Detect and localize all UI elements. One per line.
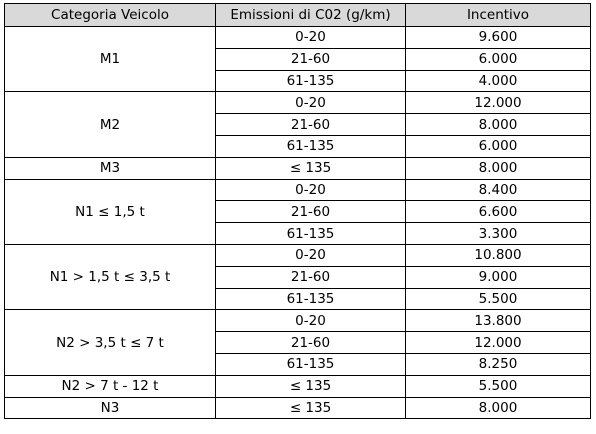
incentive-cell: 13.800 xyxy=(405,309,591,333)
incentive-cell: 12.000 xyxy=(405,331,591,354)
table-row: 61-135 4.000 xyxy=(5,69,591,93)
incentive-cell: 3.300 xyxy=(405,222,591,245)
category-cell: N1 ≤ 1,5 t xyxy=(4,178,216,245)
emissions-cell: 0-20 xyxy=(215,309,406,333)
incentive-cell: 6.000 xyxy=(405,47,591,71)
emissions-cell: ≤ 135 xyxy=(215,374,406,398)
category-cell: N1 > 1,5 t ≤ 3,5 t xyxy=(4,243,216,311)
emissions-cell: 21-60 xyxy=(215,113,406,136)
category-cell: N2 > 7 t - 12 t xyxy=(4,374,216,398)
table-row: N3 ≤ 135 8.000 xyxy=(4,396,591,420)
table-row: 61-135 8.250 xyxy=(5,352,591,376)
incentive-cell: 6.000 xyxy=(405,134,591,158)
table-row: N1 > 1,5 t ≤ 3,5 t 0-20 10.800 xyxy=(4,243,591,311)
header-incentive: Incentivo xyxy=(405,3,591,27)
incentive-cell: 8.400 xyxy=(405,178,591,202)
category-cell: N3 xyxy=(4,396,216,420)
incentive-cell: 8.250 xyxy=(405,352,591,376)
incentive-cell: 8.000 xyxy=(405,156,591,180)
emissions-cell: ≤ 135 xyxy=(215,156,406,180)
incentive-cell: 9.600 xyxy=(405,26,591,49)
incentives-table: Categoria Veicolo Emissioni di C02 (g/km… xyxy=(4,3,591,420)
emissions-cell: 0-20 xyxy=(215,178,406,202)
incentive-cell: 6.600 xyxy=(405,200,591,224)
incentive-cell: 4.000 xyxy=(405,69,591,93)
table-row: 21-60 6.000 xyxy=(5,47,591,71)
table-row: 21-60 6.600 xyxy=(5,200,591,224)
category-cell: N2 > 3,5 t ≤ 7 t xyxy=(4,309,216,376)
emissions-cell: 0-20 xyxy=(215,91,406,115)
emissions-cell: 0-20 xyxy=(215,243,406,267)
table-row: M2 0-20 12.000 xyxy=(4,91,591,158)
emissions-cell: 61-135 xyxy=(215,287,406,311)
table-row: 21-60 8.000 xyxy=(5,113,591,136)
emissions-cell: 21-60 xyxy=(215,331,406,354)
table-row: 21-60 12.000 xyxy=(5,331,591,354)
emissions-cell: 61-135 xyxy=(215,222,406,245)
emissions-cell: 21-60 xyxy=(215,200,406,224)
incentive-cell: 8.000 xyxy=(405,396,591,420)
incentive-cell: 9.000 xyxy=(405,265,591,289)
table-row: 61-135 5.500 xyxy=(5,287,591,311)
emissions-cell: 61-135 xyxy=(215,134,406,158)
emissions-cell: 21-60 xyxy=(215,47,406,71)
category-cell: M3 xyxy=(4,156,216,180)
table-row: 21-60 9.000 xyxy=(5,265,591,289)
header-row: Categoria Veicolo Emissioni di C02 (g/km… xyxy=(4,3,591,27)
emissions-cell: 61-135 xyxy=(215,69,406,93)
table-row: N2 > 3,5 t ≤ 7 t 0-20 13.800 xyxy=(4,309,591,376)
incentive-cell: 12.000 xyxy=(405,91,591,115)
category-cell: M2 xyxy=(4,91,216,158)
incentive-cell: 5.500 xyxy=(405,287,591,311)
table-row: M1 0-20 9.600 xyxy=(4,25,591,93)
header-emissions: Emissioni di C02 (g/km) xyxy=(215,3,406,27)
emissions-cell: 21-60 xyxy=(215,265,406,289)
incentive-cell: 5.500 xyxy=(405,374,591,398)
table-row: M3 ≤ 135 8.000 xyxy=(4,156,591,180)
incentive-cell: 10.800 xyxy=(405,243,591,267)
table-row: N1 ≤ 1,5 t 0-20 8.400 xyxy=(4,178,591,245)
emissions-cell: ≤ 135 xyxy=(215,396,406,420)
emissions-cell: 61-135 xyxy=(215,352,406,376)
table-body: M1 0-20 9.600 21-60 6.000 61-135 4.000 M2 0-20 12… xyxy=(4,25,591,420)
incentive-cell: 8.000 xyxy=(405,113,591,136)
table-row: N2 > 7 t - 12 t ≤ 135 5.500 xyxy=(4,374,591,398)
header-category: Categoria Veicolo xyxy=(4,3,216,27)
category-cell: M1 xyxy=(4,25,216,93)
emissions-cell: 0-20 xyxy=(215,26,406,49)
